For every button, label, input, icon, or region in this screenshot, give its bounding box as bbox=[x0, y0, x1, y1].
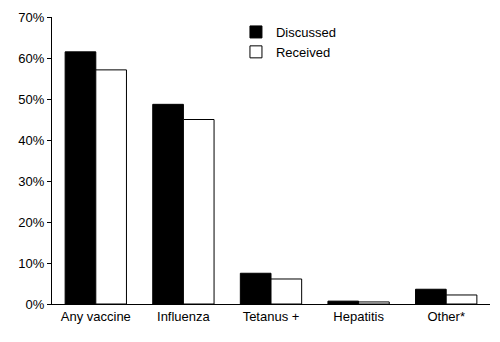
svg-text:40%: 40% bbox=[18, 133, 44, 148]
svg-text:60%: 60% bbox=[18, 51, 44, 66]
svg-text:Discussed: Discussed bbox=[276, 25, 336, 40]
svg-text:70%: 70% bbox=[18, 10, 44, 25]
svg-text:Influenza: Influenza bbox=[157, 309, 211, 324]
svg-text:Other*: Other* bbox=[427, 309, 465, 324]
svg-text:0%: 0% bbox=[26, 297, 45, 312]
svg-text:Any vaccine: Any vaccine bbox=[61, 309, 131, 324]
svg-text:Received: Received bbox=[276, 45, 330, 60]
svg-text:50%: 50% bbox=[18, 92, 44, 107]
svg-text:10%: 10% bbox=[18, 256, 44, 271]
svg-text:20%: 20% bbox=[18, 215, 44, 230]
svg-text:Tetanus +: Tetanus + bbox=[243, 309, 300, 324]
svg-text:Hepatitis: Hepatitis bbox=[333, 309, 384, 324]
svg-text:30%: 30% bbox=[18, 174, 44, 189]
